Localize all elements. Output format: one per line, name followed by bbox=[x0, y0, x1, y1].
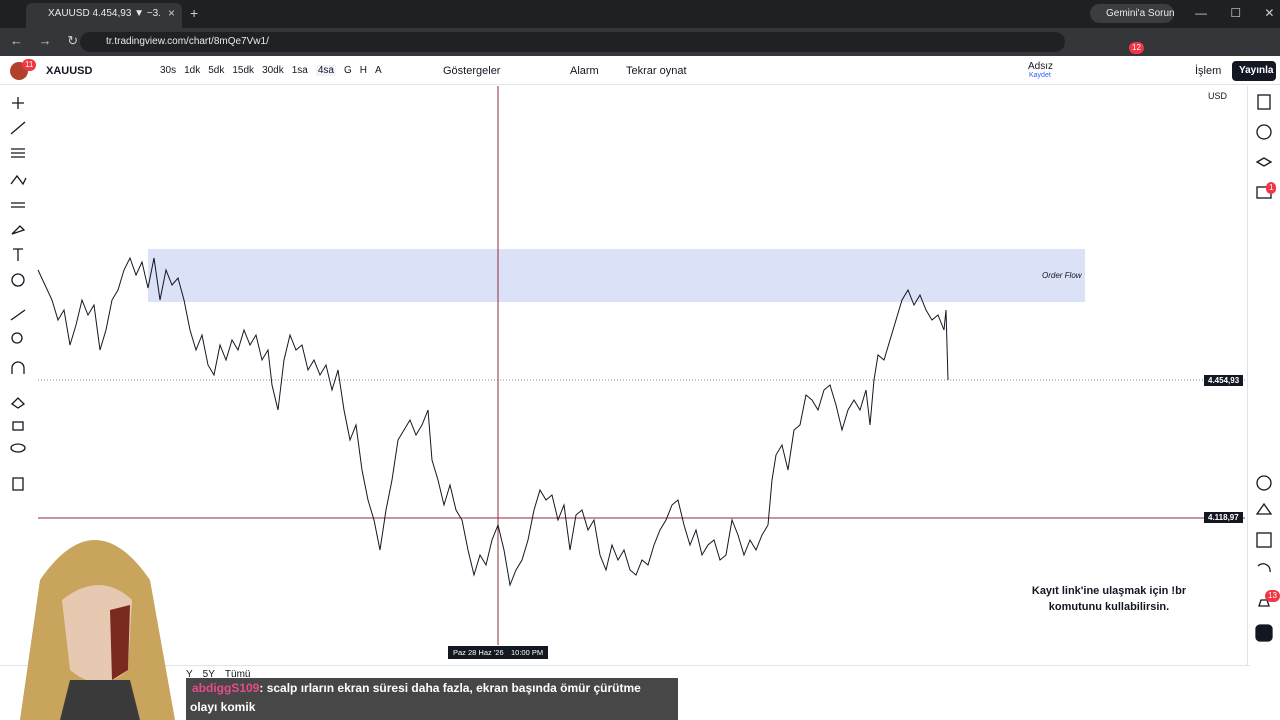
trade-button[interactable]: İşlem bbox=[1195, 65, 1222, 77]
zone-label: Order Flow bbox=[1042, 271, 1082, 280]
crosshair-date-box bbox=[448, 646, 548, 659]
interval-button[interactable]: A bbox=[375, 65, 382, 76]
symbol[interactable]: XAUUSD bbox=[46, 65, 93, 77]
range-button[interactable]: Tümü bbox=[224, 669, 251, 680]
overlay-line: komutunu kullabilirsin. bbox=[1048, 601, 1170, 613]
bottom-bar bbox=[0, 665, 1250, 683]
tab-close[interactable]: × bbox=[168, 6, 176, 20]
crosshair-date: Paz 28 Haz '26 bbox=[453, 648, 504, 657]
order-flow-zone bbox=[148, 249, 1085, 302]
interval-button[interactable]: 30s bbox=[160, 65, 177, 76]
gemini-button[interactable] bbox=[1090, 4, 1174, 23]
price-path bbox=[37, 256, 949, 587]
interval-button[interactable]: 4sa bbox=[315, 65, 336, 76]
interval-button[interactable]: 1sa bbox=[291, 65, 308, 76]
chat-user: abdiggS109 bbox=[192, 681, 260, 695]
url: tr.tradingview.com/chart/8mQe7Vw1/ bbox=[106, 36, 269, 47]
gemini-label: Gemini'a Sorun bbox=[1106, 8, 1175, 19]
new-tab[interactable]: + bbox=[190, 5, 199, 21]
interval-button[interactable]: 30dk bbox=[262, 65, 284, 76]
interval-button[interactable]: 5dk bbox=[208, 65, 225, 76]
chat-box bbox=[186, 678, 678, 720]
save-label[interactable]: Kaydet bbox=[1029, 72, 1051, 79]
extension-badge: 12 bbox=[1129, 42, 1144, 54]
range-button[interactable]: Y bbox=[186, 669, 193, 680]
chart-area bbox=[37, 86, 1245, 645]
last-price-label: 4.454,93 bbox=[1204, 375, 1244, 386]
chat-message: abdiggS109: scalp ırların ekran süresi d… bbox=[192, 681, 641, 695]
interval-button[interactable]: G bbox=[344, 65, 352, 76]
overlay-line: Kayıt link'ine ulaşmak için !br bbox=[1031, 585, 1187, 597]
tab-bar bbox=[0, 0, 1280, 28]
tab-title: XAUUSD 4.454,93 ▼ −3.19% Al bbox=[48, 8, 160, 19]
chat-text: : scalp ırların ekran süresi daha fazla,… bbox=[259, 681, 641, 695]
range-list: Y 5Y Tümü bbox=[186, 669, 250, 680]
interval-button[interactable]: 15dk bbox=[232, 65, 255, 76]
crosshair-time: 10:00 PM bbox=[511, 648, 544, 657]
publish-label: Yayınla bbox=[1239, 65, 1274, 76]
chat-message-cont: olayı komik bbox=[190, 700, 256, 714]
tab[interactable] bbox=[26, 3, 182, 28]
replay-button[interactable]: Tekrar oynat bbox=[626, 65, 687, 77]
avatar-badge: 11 bbox=[22, 59, 37, 71]
right-toolbar bbox=[1255, 94, 1273, 642]
layout-name[interactable]: Adsız bbox=[1028, 61, 1054, 72]
interval-button[interactable]: H bbox=[359, 65, 368, 76]
address-field[interactable] bbox=[80, 32, 1065, 52]
window-controls[interactable]: — ☐ ✕ bbox=[1195, 6, 1275, 20]
left-toolbar bbox=[10, 97, 27, 491]
range-button[interactable]: 5Y bbox=[202, 669, 215, 680]
top-toolbar bbox=[0, 57, 1280, 85]
crosshair-price-label: 4.118,97 bbox=[1204, 512, 1243, 523]
overlay-text: Kayıt link'ine ulaşmak için !br komutunu… bbox=[1020, 583, 1198, 615]
currency[interactable]: USD bbox=[1208, 91, 1228, 101]
interval-list: 30s 1dk 5dk 15dk 30dk 1sa 4sa G H A bbox=[160, 65, 382, 76]
notification-badge: 1 bbox=[1266, 182, 1277, 194]
right-divider bbox=[1247, 86, 1248, 666]
indicators-button[interactable]: Göstergeler bbox=[443, 65, 501, 77]
nav-buttons[interactable]: ← → ↻ bbox=[10, 33, 79, 48]
interval-button[interactable]: 1dk bbox=[184, 65, 201, 76]
publish-button[interactable] bbox=[1232, 61, 1276, 81]
alarm-button[interactable]: Alarm bbox=[570, 65, 599, 77]
notification-badge: 13 bbox=[1265, 590, 1280, 602]
streamer-avatar bbox=[20, 540, 175, 720]
